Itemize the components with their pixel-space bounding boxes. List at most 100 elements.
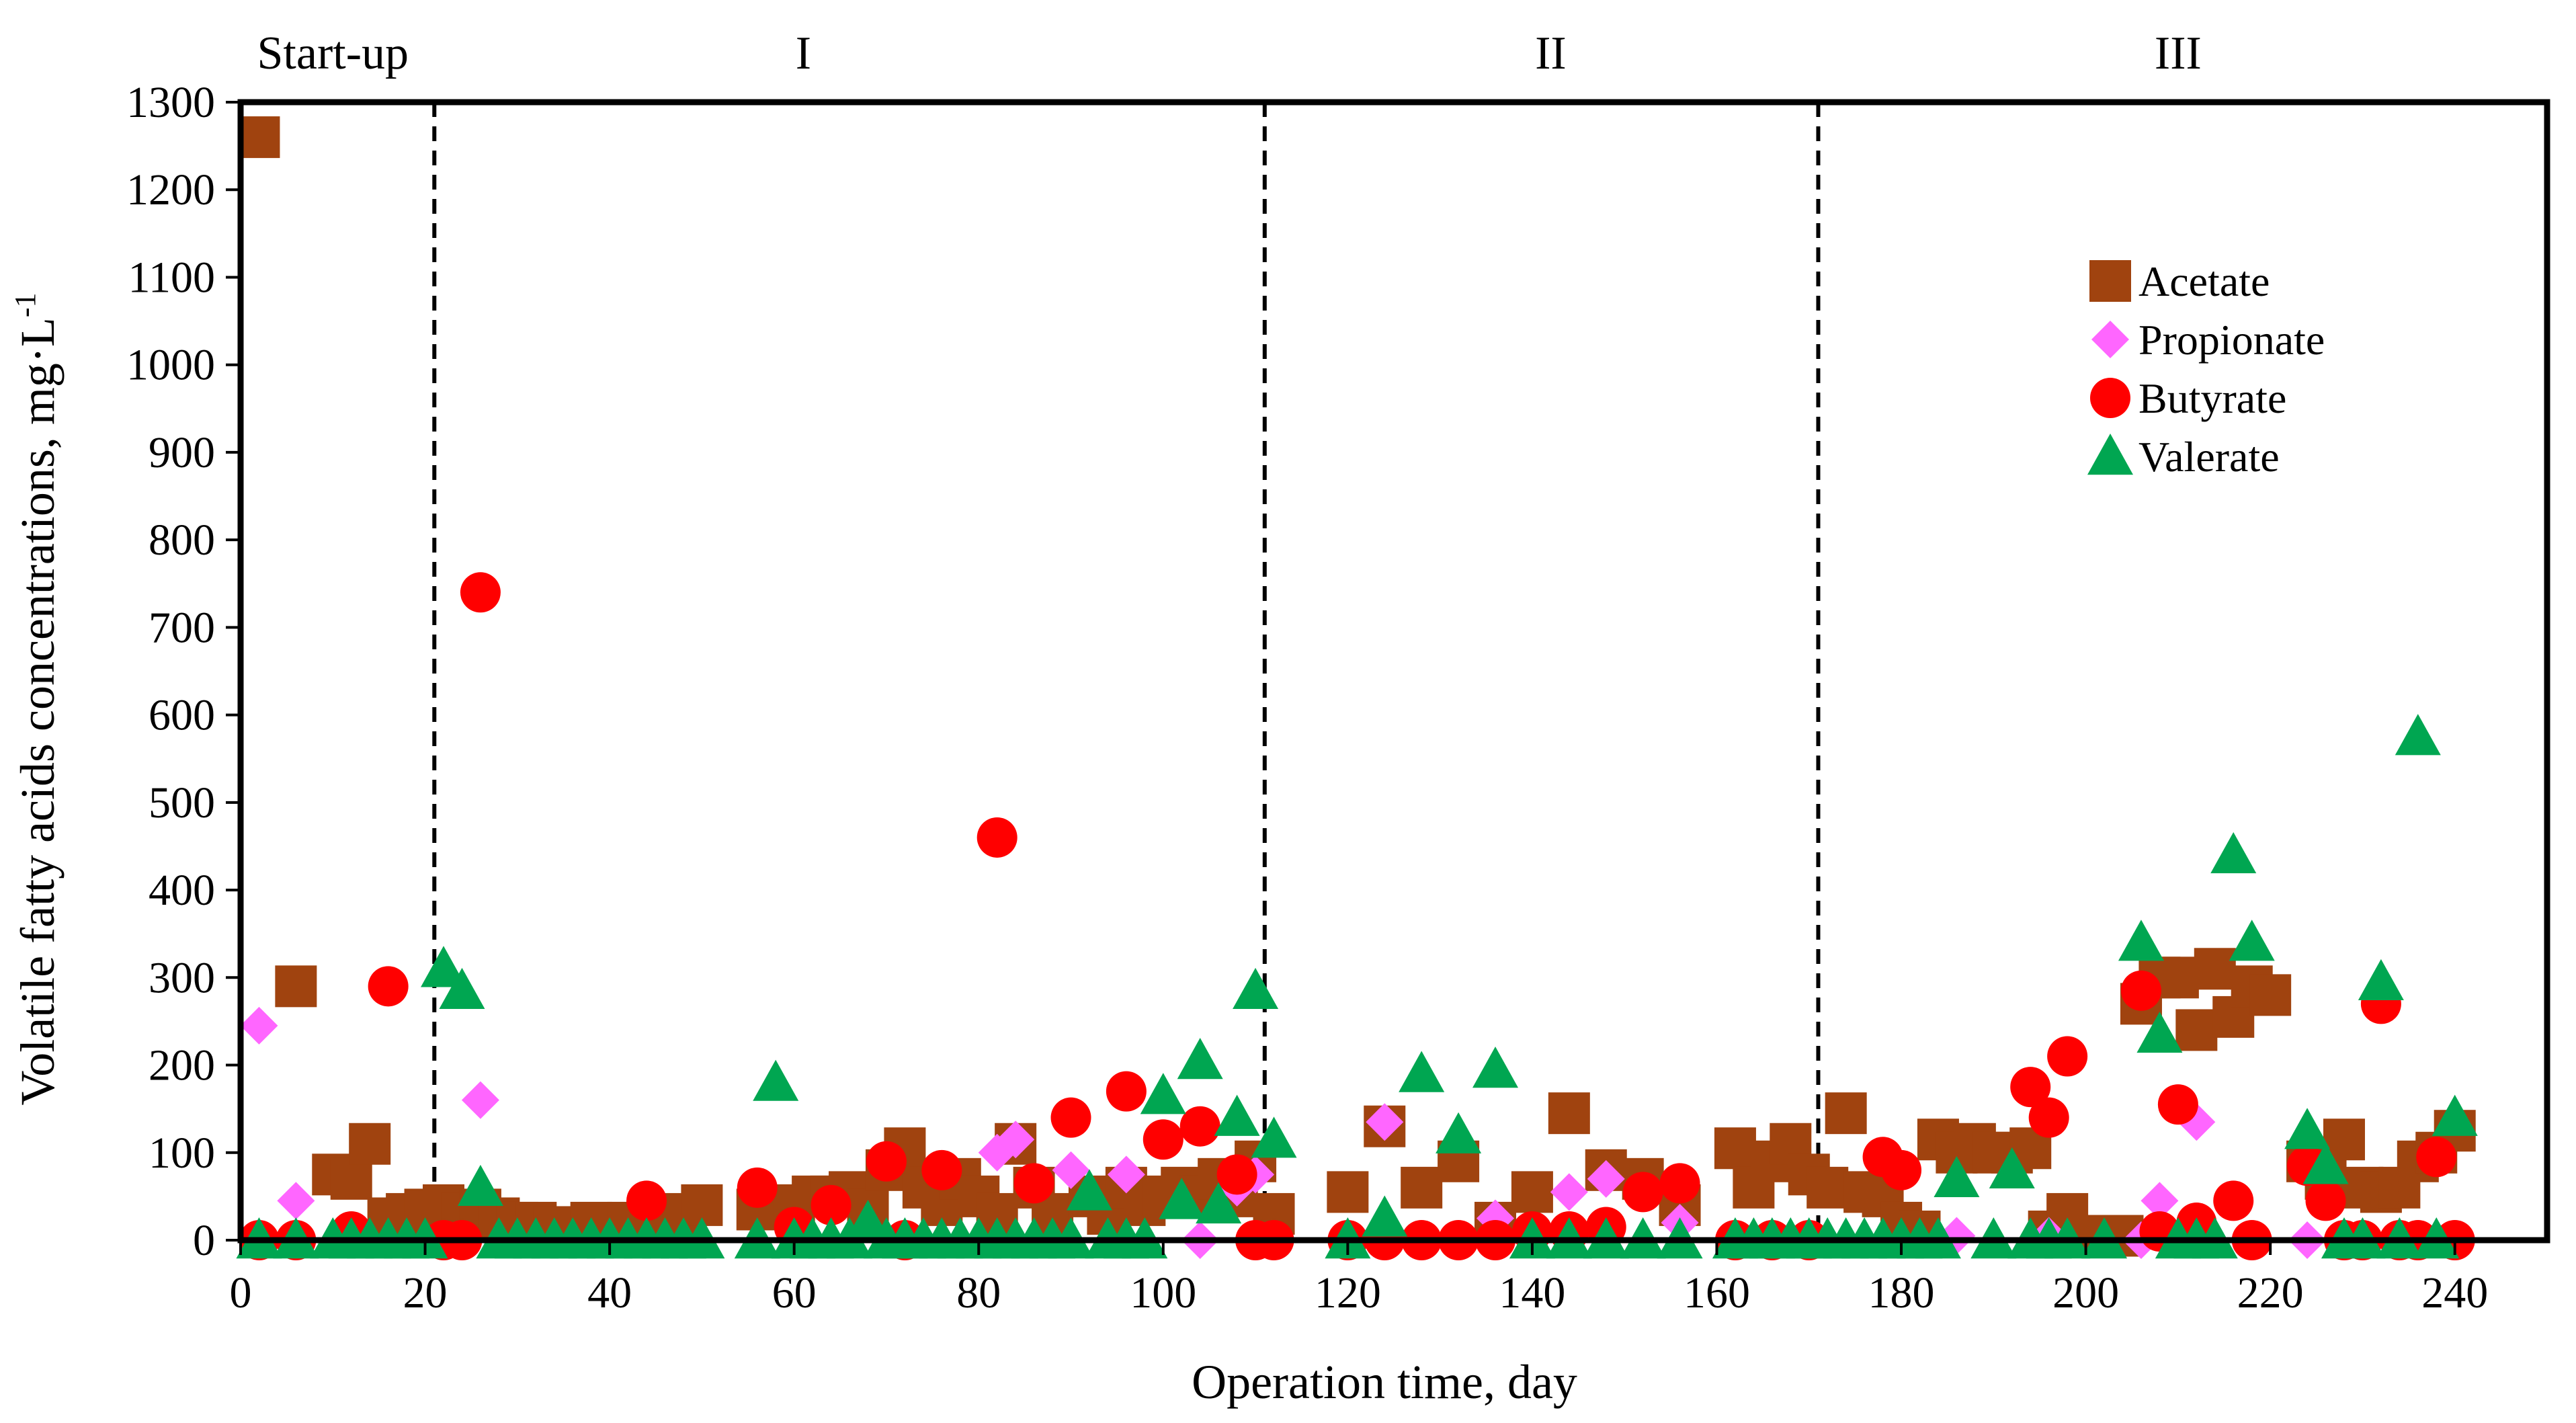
acetate-point <box>1511 1171 1553 1213</box>
y-tick-label: 700 <box>149 603 215 652</box>
propionate-point <box>461 1081 499 1119</box>
butyrate-point <box>921 1149 962 1190</box>
valerate-point <box>1472 1047 1519 1088</box>
valerate-point <box>2395 714 2441 756</box>
valerate-point <box>753 1059 799 1101</box>
legend-label: Acetate <box>2138 257 2270 305</box>
x-tick-label: 180 <box>1868 1268 1935 1317</box>
legend-marker-triangle <box>2087 434 2133 475</box>
propionate-point <box>1107 1155 1145 1194</box>
x-tick-label: 80 <box>956 1268 1001 1317</box>
butyrate-point <box>1142 1119 1183 1160</box>
propionate-point <box>1587 1160 1625 1198</box>
x-tick-label: 0 <box>230 1268 252 1317</box>
y-tick-label: 200 <box>149 1041 215 1090</box>
y-tick-label: 400 <box>149 866 215 915</box>
y-tick-label: 300 <box>149 953 215 1002</box>
valerate-point <box>421 946 467 987</box>
acetate-point <box>2157 957 2199 999</box>
x-tick-label: 220 <box>2237 1268 2304 1317</box>
acetate-point <box>275 965 317 1008</box>
y-tick-label: 900 <box>149 428 215 477</box>
valerate-point <box>1233 967 1279 1010</box>
butyrate-point <box>2028 1097 2069 1138</box>
y-tick-label: 600 <box>149 691 215 740</box>
y-axis: 0 100 200 300 400 500 600 700 800 900 1000 1100 1200… <box>126 78 241 1265</box>
butyrate-point <box>1216 1154 1257 1195</box>
valerate-point <box>1140 1073 1186 1114</box>
x-tick-label: 60 <box>772 1268 817 1317</box>
butyrate-point <box>811 1184 851 1225</box>
butyrate-point <box>2010 1067 2051 1108</box>
x-tick-label: 100 <box>1130 1268 1196 1317</box>
legend-item-acetate: Acetate <box>2089 257 2270 305</box>
valerate-point <box>2118 920 2164 961</box>
legend-label: Butyrate <box>2138 374 2286 422</box>
valerate-point <box>1159 1178 1205 1219</box>
butyrate-point <box>2120 970 2161 1011</box>
legend-item-propionate: Propionate <box>2091 316 2325 364</box>
butyrate-point <box>2047 1036 2088 1077</box>
y-tick-label: 0 <box>193 1216 215 1265</box>
valerate-point <box>457 1164 503 1207</box>
y-tick-label: 1100 <box>128 253 215 302</box>
valerate-point <box>1436 1112 1482 1153</box>
y-tick-label: 1300 <box>126 78 215 127</box>
valerate-point <box>2358 959 2404 1001</box>
x-tick-label: 140 <box>1499 1268 1565 1317</box>
butyrate-point <box>1013 1163 1054 1204</box>
x-tick-label: 160 <box>1684 1268 1750 1317</box>
valerate-point <box>2284 1108 2331 1149</box>
butyrate-point <box>866 1141 907 1182</box>
valerate-point <box>2210 831 2257 874</box>
valerate-point <box>1066 1169 1112 1211</box>
acetate-point <box>1825 1092 1867 1135</box>
x-axis-title-text: Operation time, day <box>1192 1355 1577 1409</box>
butyrate-point <box>1179 1106 1220 1147</box>
butyrate-point <box>626 1180 667 1221</box>
x-tick-label: 200 <box>2052 1268 2119 1317</box>
legend-label: Valerate <box>2138 433 2280 481</box>
butyrate-point <box>1622 1172 1663 1213</box>
propionate-point <box>2141 1182 2179 1220</box>
valerate-point <box>1196 1182 1242 1224</box>
butyrate-point <box>1881 1149 1922 1190</box>
legend-item-butyrate: Butyrate <box>2090 374 2286 422</box>
y-tick-label: 100 <box>149 1129 215 1178</box>
propionate-point <box>1550 1173 1588 1211</box>
valerate-point <box>1251 1116 1297 1158</box>
x-tick-label: 20 <box>403 1268 448 1317</box>
legend-marker-square <box>2089 260 2131 302</box>
butyrate-point <box>2157 1084 2198 1125</box>
butyrate-point <box>368 966 409 1007</box>
valerate-point <box>1362 1195 1408 1237</box>
acetate-point <box>330 1157 372 1200</box>
acetate-point <box>1714 1127 1756 1170</box>
butyrate-point <box>460 572 501 613</box>
valerate-point <box>439 967 485 1010</box>
butyrate-point <box>2305 1180 2346 1221</box>
butyrate-point <box>2416 1137 2457 1178</box>
acetate-point <box>238 116 280 159</box>
y-tick-label: 1200 <box>126 165 215 214</box>
butyrate-point <box>737 1167 778 1208</box>
phase-divider-lines <box>432 102 1821 1240</box>
legend-marker-circle <box>2090 378 2130 418</box>
x-tick-label: 240 <box>2421 1268 2488 1317</box>
phase-label: Start-up <box>257 28 409 79</box>
y-tick-label: 500 <box>149 778 215 827</box>
x-axis: 0 20 40 60 80 100 120 140 160 180 200 220 240 <box>230 1240 2488 1317</box>
x-tick-label: 120 <box>1315 1268 1381 1317</box>
valerate-point <box>1989 1147 2035 1189</box>
y-tick-label: 1000 <box>126 341 215 390</box>
y-tick-label: 800 <box>149 516 215 565</box>
valerate-point <box>2302 1143 2349 1184</box>
valerate-point <box>2136 1011 2183 1053</box>
valerate-point <box>2432 1094 2478 1136</box>
phase-label: II <box>1535 28 1567 79</box>
legend-item-valerate: Valerate <box>2087 433 2280 481</box>
acetate-point <box>1401 1166 1443 1209</box>
propionate-point <box>240 1006 278 1045</box>
valerate-point <box>2229 920 2275 961</box>
butyrate-point <box>1106 1071 1147 1112</box>
